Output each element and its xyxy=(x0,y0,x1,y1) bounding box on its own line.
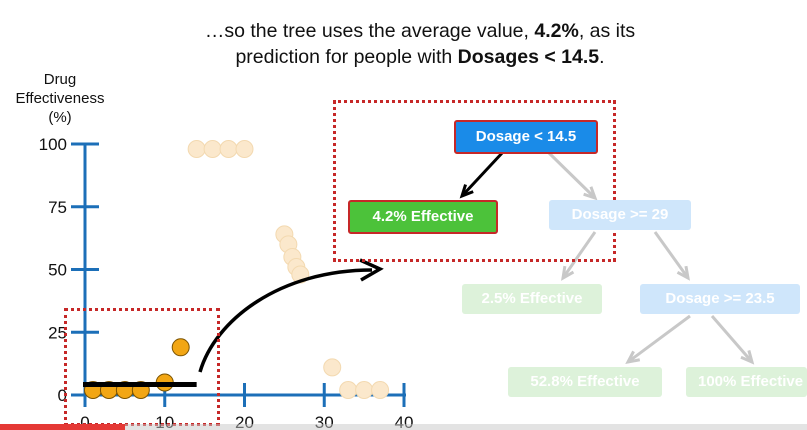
connector-root-right xyxy=(546,150,597,200)
connector-29-left xyxy=(561,231,597,279)
curved-arrow xyxy=(198,268,373,373)
tree-node-dosage-23-5: Dosage >= 23.5 xyxy=(640,284,800,314)
caption-line-1: …so the tree uses the average value, 4.2… xyxy=(204,20,636,42)
y-tick-label: 75 xyxy=(48,198,67,217)
faded-data-point xyxy=(187,140,206,159)
connector-29-right-head xyxy=(676,265,691,281)
faded-data-point xyxy=(355,380,374,399)
faded-data-point xyxy=(323,358,342,377)
tree-highlight-box xyxy=(333,100,616,262)
connector-235-right-head xyxy=(740,350,755,365)
y-tick-label: 50 xyxy=(48,261,67,280)
tree-node-dosage-29: Dosage >= 29 xyxy=(549,200,691,230)
connector-29-right xyxy=(653,231,690,279)
connector-29-left-head xyxy=(561,265,575,281)
faded-data-point xyxy=(371,380,390,399)
faded-data-point xyxy=(339,380,358,399)
connector-root-right-head xyxy=(583,186,598,201)
y-tick-label: 25 xyxy=(48,323,67,342)
y-axis-label: Drug Effectiveness (%) xyxy=(0,70,120,127)
y-axis-label-line: Drug xyxy=(43,71,77,88)
y-tick-label: 100 xyxy=(39,135,67,154)
connector-root-left-head xyxy=(459,184,474,199)
connector-235-left-head xyxy=(625,350,641,365)
tree-left-leaf: 4.2% Effective xyxy=(348,200,498,234)
y-axis-label-line: Effectiveness xyxy=(15,90,105,107)
connector-235-left xyxy=(627,314,691,364)
tree-leaf-100: 100% Effective xyxy=(686,367,807,397)
y-tick-label: 0 xyxy=(58,386,67,405)
tree-leaf-52-8: 52.8% Effective xyxy=(508,367,662,397)
tree-leaf-2-5: 2.5% Effective xyxy=(462,284,602,314)
connector-235-right xyxy=(710,315,754,363)
video-progress-bar[interactable] xyxy=(0,424,807,430)
caption: …so the tree uses the average value, 4.2… xyxy=(150,18,690,70)
faded-data-point xyxy=(203,140,222,159)
faded-data-point xyxy=(235,140,254,159)
data-point xyxy=(171,338,190,357)
faded-data-point xyxy=(219,140,238,159)
curved-arrow-head xyxy=(359,258,384,282)
x-tick-label: 0 xyxy=(80,413,89,430)
tree-root-node: Dosage < 14.5 xyxy=(454,120,598,154)
chart-highlight-box xyxy=(64,308,220,426)
caption-line-2: prediction for people with Dosages < 14.… xyxy=(235,46,605,68)
y-axis-label-line: (%) xyxy=(48,109,72,126)
connector-root-left xyxy=(460,150,505,198)
video-progress-fill xyxy=(0,424,126,430)
